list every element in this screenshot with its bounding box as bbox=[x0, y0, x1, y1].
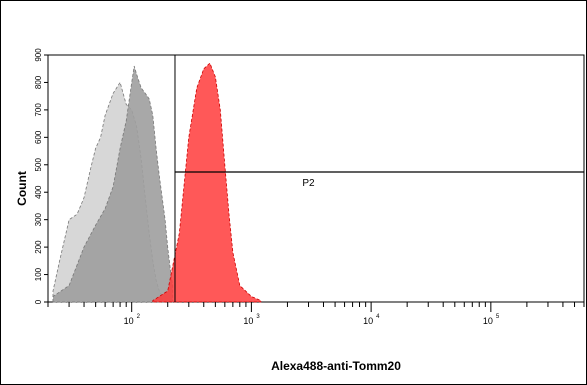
y-tick-label: 500 bbox=[34, 158, 43, 172]
plot-area bbox=[47, 54, 585, 303]
gate-label: P2 bbox=[302, 178, 315, 189]
gate-layer bbox=[174, 55, 584, 302]
x-axis-title: Alexa488-anti-Tomm20 bbox=[271, 359, 401, 373]
y-tick-label: 200 bbox=[34, 240, 43, 254]
x-tick-label: 10 bbox=[124, 316, 134, 326]
x-tick-exponent: 4 bbox=[376, 314, 380, 320]
y-axis-title: Count bbox=[15, 171, 29, 206]
y-tick-label: 400 bbox=[34, 185, 43, 199]
histogram-series-3 bbox=[152, 62, 262, 303]
y-tick-label: 700 bbox=[34, 103, 43, 117]
x-tick-exponent: 5 bbox=[496, 314, 500, 320]
histogram-series-2 bbox=[52, 65, 174, 303]
y-tick-label: 800 bbox=[34, 75, 43, 89]
y-tick-label: 600 bbox=[34, 130, 43, 144]
y-tick-label: 100 bbox=[34, 267, 43, 281]
x-tick-exponent: 2 bbox=[137, 314, 141, 320]
x-tick-label: 10 bbox=[243, 316, 253, 326]
x-tick-exponent: 3 bbox=[256, 314, 260, 320]
x-tick-label: 10 bbox=[363, 316, 373, 326]
y-tick-label: 300 bbox=[34, 212, 43, 226]
y-tick-label: 0 bbox=[34, 299, 43, 304]
x-tick-label: 10 bbox=[483, 316, 493, 326]
y-tick-label: 900 bbox=[34, 48, 43, 62]
series-layer bbox=[52, 62, 262, 303]
